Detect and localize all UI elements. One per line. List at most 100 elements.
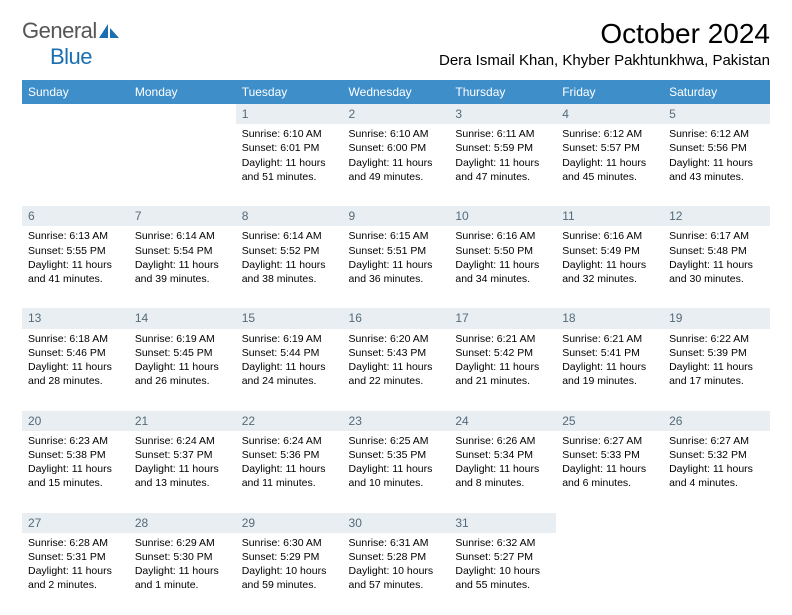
day-number-cell <box>556 513 663 533</box>
brand-part1: General <box>22 18 97 43</box>
day-content-cell: Sunrise: 6:24 AMSunset: 5:36 PMDaylight:… <box>236 431 343 513</box>
daylight-text: Daylight: 11 hours <box>562 258 657 272</box>
day-content-cell: Sunrise: 6:27 AMSunset: 5:32 PMDaylight:… <box>663 431 770 513</box>
daylight-text: Daylight: 11 hours <box>28 564 123 578</box>
day-number-cell: 8 <box>236 206 343 226</box>
day-content-cell: Sunrise: 6:14 AMSunset: 5:54 PMDaylight:… <box>129 226 236 308</box>
month-title: October 2024 <box>439 18 770 50</box>
day-content-cell: Sunrise: 6:30 AMSunset: 5:29 PMDaylight:… <box>236 533 343 615</box>
day-content-cell: Sunrise: 6:27 AMSunset: 5:33 PMDaylight:… <box>556 431 663 513</box>
day-content-row: Sunrise: 6:23 AMSunset: 5:38 PMDaylight:… <box>22 431 770 513</box>
sunrise-text: Sunrise: 6:23 AM <box>28 434 123 448</box>
day-number-cell <box>22 104 129 124</box>
weekday-header: Tuesday <box>236 80 343 104</box>
sunrise-text: Sunrise: 6:17 AM <box>669 229 764 243</box>
day-content-cell: Sunrise: 6:28 AMSunset: 5:31 PMDaylight:… <box>22 533 129 615</box>
sunrise-text: Sunrise: 6:27 AM <box>562 434 657 448</box>
day-number-cell: 14 <box>129 308 236 328</box>
day-content-cell: Sunrise: 6:16 AMSunset: 5:50 PMDaylight:… <box>449 226 556 308</box>
day-content-cell: Sunrise: 6:10 AMSunset: 6:00 PMDaylight:… <box>343 124 450 206</box>
daylight-text: and 2 minutes. <box>28 578 123 592</box>
sunrise-text: Sunrise: 6:21 AM <box>562 332 657 346</box>
day-content-cell: Sunrise: 6:10 AMSunset: 6:01 PMDaylight:… <box>236 124 343 206</box>
daylight-text: and 28 minutes. <box>28 374 123 388</box>
sunrise-text: Sunrise: 6:28 AM <box>28 536 123 550</box>
day-number-cell: 22 <box>236 411 343 431</box>
sunset-text: Sunset: 5:49 PM <box>562 244 657 258</box>
day-content-cell: Sunrise: 6:32 AMSunset: 5:27 PMDaylight:… <box>449 533 556 615</box>
daylight-text: Daylight: 11 hours <box>28 258 123 272</box>
day-number-row: 2728293031 <box>22 513 770 533</box>
day-content-cell: Sunrise: 6:18 AMSunset: 5:46 PMDaylight:… <box>22 329 129 411</box>
day-content-cell: Sunrise: 6:11 AMSunset: 5:59 PMDaylight:… <box>449 124 556 206</box>
weekday-header-row: SundayMondayTuesdayWednesdayThursdayFrid… <box>22 80 770 104</box>
daylight-text: and 39 minutes. <box>135 272 230 286</box>
day-content-cell: Sunrise: 6:19 AMSunset: 5:44 PMDaylight:… <box>236 329 343 411</box>
sunrise-text: Sunrise: 6:20 AM <box>349 332 444 346</box>
day-number-row: 6789101112 <box>22 206 770 226</box>
day-content-cell: Sunrise: 6:14 AMSunset: 5:52 PMDaylight:… <box>236 226 343 308</box>
day-content-cell: Sunrise: 6:29 AMSunset: 5:30 PMDaylight:… <box>129 533 236 615</box>
day-number-cell: 25 <box>556 411 663 431</box>
sunrise-text: Sunrise: 6:21 AM <box>455 332 550 346</box>
day-number-cell: 27 <box>22 513 129 533</box>
daylight-text: Daylight: 11 hours <box>28 462 123 476</box>
sunset-text: Sunset: 5:50 PM <box>455 244 550 258</box>
daylight-text: and 36 minutes. <box>349 272 444 286</box>
sunrise-text: Sunrise: 6:24 AM <box>242 434 337 448</box>
day-content-cell: Sunrise: 6:12 AMSunset: 5:56 PMDaylight:… <box>663 124 770 206</box>
weekday-header: Thursday <box>449 80 556 104</box>
sunset-text: Sunset: 5:29 PM <box>242 550 337 564</box>
daylight-text: Daylight: 11 hours <box>669 156 764 170</box>
daylight-text: and 19 minutes. <box>562 374 657 388</box>
sunrise-text: Sunrise: 6:16 AM <box>562 229 657 243</box>
daylight-text: and 13 minutes. <box>135 476 230 490</box>
sunset-text: Sunset: 5:28 PM <box>349 550 444 564</box>
brand-logo: General Blue <box>22 18 119 70</box>
day-content-cell: Sunrise: 6:20 AMSunset: 5:43 PMDaylight:… <box>343 329 450 411</box>
sunrise-text: Sunrise: 6:29 AM <box>135 536 230 550</box>
day-number-cell: 30 <box>343 513 450 533</box>
day-number-cell: 11 <box>556 206 663 226</box>
sunset-text: Sunset: 5:55 PM <box>28 244 123 258</box>
sunset-text: Sunset: 5:42 PM <box>455 346 550 360</box>
day-content-cell: Sunrise: 6:24 AMSunset: 5:37 PMDaylight:… <box>129 431 236 513</box>
daylight-text: Daylight: 11 hours <box>562 462 657 476</box>
sunrise-text: Sunrise: 6:14 AM <box>242 229 337 243</box>
day-number-cell: 9 <box>343 206 450 226</box>
sunrise-text: Sunrise: 6:10 AM <box>349 127 444 141</box>
daylight-text: Daylight: 11 hours <box>135 462 230 476</box>
page-header: General Blue October 2024 Dera Ismail Kh… <box>22 18 770 70</box>
day-number-cell: 3 <box>449 104 556 124</box>
weekday-header: Sunday <box>22 80 129 104</box>
sunrise-text: Sunrise: 6:22 AM <box>669 332 764 346</box>
daylight-text: and 4 minutes. <box>669 476 764 490</box>
day-content-cell: Sunrise: 6:16 AMSunset: 5:49 PMDaylight:… <box>556 226 663 308</box>
day-number-cell: 24 <box>449 411 556 431</box>
sunrise-text: Sunrise: 6:19 AM <box>135 332 230 346</box>
sunset-text: Sunset: 5:45 PM <box>135 346 230 360</box>
sunrise-text: Sunrise: 6:19 AM <box>242 332 337 346</box>
sunrise-text: Sunrise: 6:12 AM <box>562 127 657 141</box>
sunset-text: Sunset: 5:38 PM <box>28 448 123 462</box>
sunrise-text: Sunrise: 6:26 AM <box>455 434 550 448</box>
sunset-text: Sunset: 5:27 PM <box>455 550 550 564</box>
daylight-text: Daylight: 11 hours <box>455 462 550 476</box>
day-number-cell: 17 <box>449 308 556 328</box>
daylight-text: Daylight: 11 hours <box>135 258 230 272</box>
day-number-row: 13141516171819 <box>22 308 770 328</box>
sunset-text: Sunset: 5:39 PM <box>669 346 764 360</box>
sunset-text: Sunset: 6:00 PM <box>349 141 444 155</box>
day-number-cell: 16 <box>343 308 450 328</box>
day-number-cell: 5 <box>663 104 770 124</box>
daylight-text: and 32 minutes. <box>562 272 657 286</box>
daylight-text: and 1 minute. <box>135 578 230 592</box>
day-content-cell <box>556 533 663 615</box>
day-content-cell: Sunrise: 6:19 AMSunset: 5:45 PMDaylight:… <box>129 329 236 411</box>
day-number-cell: 29 <box>236 513 343 533</box>
daylight-text: Daylight: 11 hours <box>562 156 657 170</box>
day-number-cell: 21 <box>129 411 236 431</box>
sunset-text: Sunset: 5:34 PM <box>455 448 550 462</box>
day-number-cell: 4 <box>556 104 663 124</box>
daylight-text: Daylight: 11 hours <box>669 462 764 476</box>
